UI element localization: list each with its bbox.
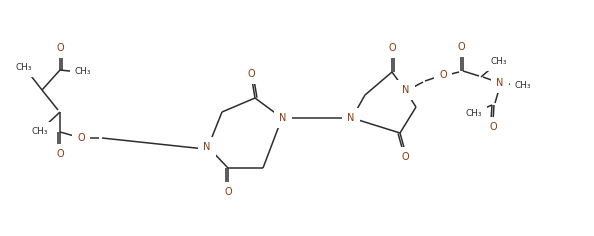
Text: O: O [224,187,232,197]
Text: O: O [56,149,64,159]
Text: N: N [347,113,355,123]
Text: O: O [439,70,447,80]
Text: CH₃: CH₃ [515,81,531,90]
Text: CH₃: CH₃ [75,67,91,76]
Text: N: N [402,85,410,95]
Text: O: O [457,42,465,52]
Text: CH₃: CH₃ [31,126,48,135]
Text: CH₃: CH₃ [16,63,32,72]
Text: O: O [247,69,255,79]
Text: O: O [77,133,85,143]
Text: CH₃: CH₃ [466,109,482,118]
Text: CH₃: CH₃ [491,58,507,67]
Text: O: O [401,152,409,162]
Text: N: N [203,142,211,152]
Text: O: O [56,43,64,53]
Text: O: O [388,43,396,53]
Text: O: O [489,122,497,132]
Text: N: N [497,78,504,88]
Text: N: N [279,113,287,123]
